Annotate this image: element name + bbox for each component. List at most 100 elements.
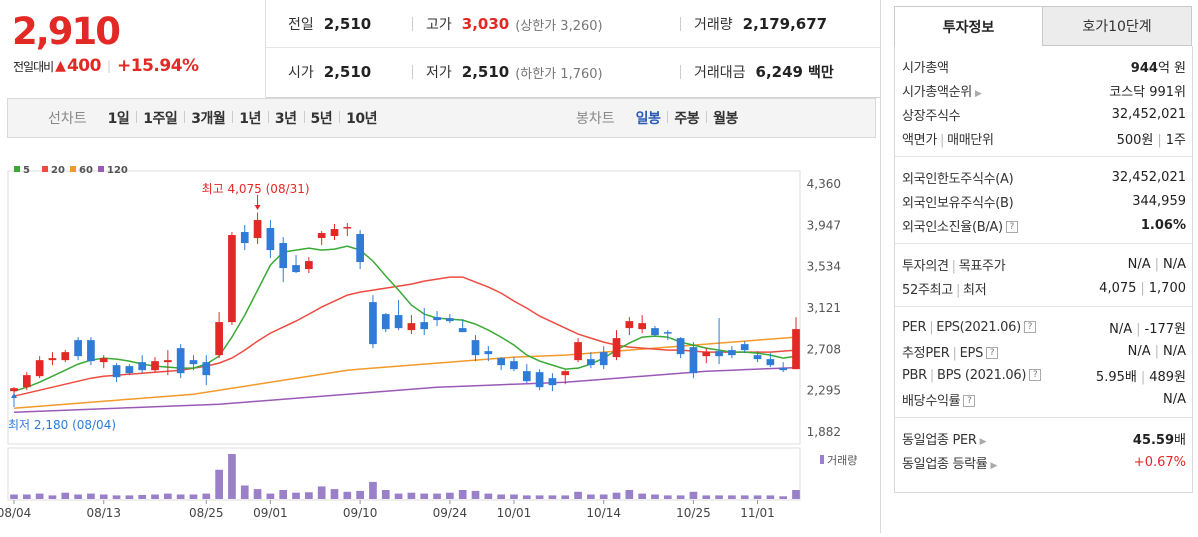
volume-bar	[48, 495, 57, 499]
line-chart-title: 선차트	[48, 111, 87, 127]
volume-bar	[279, 490, 288, 499]
change-percent: +15.94%	[117, 56, 199, 76]
candle-body	[381, 314, 390, 330]
volume-bar	[522, 495, 531, 499]
x-tick-label: 09/24	[433, 506, 468, 520]
range-option-6[interactable]: 10년	[339, 108, 384, 128]
info-value: N/A | -177원	[1109, 321, 1186, 337]
volume-bar	[458, 490, 467, 499]
volume-bar	[330, 489, 339, 499]
candle-body	[625, 321, 634, 329]
info-value: 5.95배 | 489원	[1095, 369, 1186, 385]
info-key: 시가총액	[902, 60, 949, 76]
volume-bar	[292, 492, 300, 499]
chevron-right-icon[interactable]: ▶	[990, 460, 998, 471]
chevron-right-icon[interactable]: ▶	[979, 436, 987, 447]
candle-body	[279, 243, 288, 269]
legend-label: 60	[79, 165, 93, 176]
volume-bar	[74, 494, 82, 499]
candle-body	[266, 228, 275, 251]
candle-body	[471, 340, 480, 356]
candle-body	[356, 234, 364, 263]
volume-bar	[766, 495, 775, 499]
candle-body	[305, 261, 313, 270]
x-tick-label: 08/25	[189, 506, 224, 520]
help-icon[interactable]: ?	[986, 347, 999, 359]
line-chart-options: 선차트 1일 1주일 3개월 1년 3년 5년 10년	[48, 99, 384, 137]
info-row: 동일업종 등락률 ▶ +0.67%	[895, 450, 1192, 474]
high-marker-arrow	[254, 205, 261, 210]
volume-bar	[202, 493, 211, 499]
volume-bar	[22, 494, 31, 499]
info-value: 344,959	[1132, 193, 1186, 209]
info-row: 외국인소진율(B/A)? 1.06%	[895, 213, 1192, 237]
candle-body	[612, 338, 621, 358]
chevron-right-icon[interactable]: ▶	[974, 88, 982, 99]
candle-body	[522, 371, 531, 382]
stat-prev-close: 전일 2,510	[288, 15, 372, 33]
candle-option-2[interactable]: 월봉	[706, 108, 745, 128]
range-option-1[interactable]: 1주일	[136, 108, 184, 128]
candle-body	[458, 328, 467, 333]
help-icon[interactable]: ?	[963, 395, 976, 407]
candle-body	[715, 351, 723, 357]
candle-body	[343, 227, 352, 229]
candle-body	[176, 348, 185, 374]
info-group-2: 외국인한도주식수(A) 32,452,021 외국인보유주식수(B) 344,959 외…	[895, 157, 1192, 244]
high-annotation: 최고 4,075 (08/31)	[202, 182, 310, 196]
range-option-0[interactable]: 1일	[107, 111, 130, 127]
info-row: 배당수익률? N/A	[895, 387, 1192, 411]
info-value: 1.06%	[1140, 217, 1186, 233]
legend-swatch	[42, 166, 48, 172]
range-option-5[interactable]: 5년	[303, 108, 340, 128]
candle-body	[74, 340, 82, 357]
change-value: 400	[66, 56, 102, 76]
candle-body	[676, 338, 685, 355]
volume-bar	[484, 493, 493, 499]
range-option-3[interactable]: 1년	[232, 108, 268, 128]
candle-option-0[interactable]: 일봉	[635, 111, 661, 127]
low-annotation: 최저 2,180 (08/04)	[8, 418, 116, 432]
info-key: 외국인보유주식수(B)	[902, 195, 1014, 211]
help-icon[interactable]: ?	[1029, 369, 1042, 381]
info-value: 32,452,021	[1111, 169, 1186, 185]
info-value: 944억 원	[1130, 60, 1186, 76]
info-key: 시가총액순위 ▶	[902, 84, 982, 100]
y-tick-label: 4,360	[807, 177, 841, 191]
volume-bar	[240, 485, 249, 499]
tab-order-book[interactable]: 호가10단계	[1043, 6, 1192, 46]
range-option-2[interactable]: 3개월	[184, 108, 232, 128]
range-option-4[interactable]: 3년	[267, 108, 304, 128]
candle-body	[138, 362, 147, 371]
info-value: N/A | N/A	[1127, 343, 1186, 359]
candle-body	[728, 350, 736, 356]
volume-bar	[343, 491, 352, 499]
candle-option-1[interactable]: 주봉	[667, 108, 706, 128]
legend-swatch	[14, 166, 20, 172]
candle-body	[99, 358, 108, 363]
volume-bar	[356, 490, 364, 499]
volume-bar	[548, 495, 557, 499]
volume-bar	[138, 494, 147, 499]
candle-chart-title: 봉차트	[576, 111, 615, 127]
info-key: PBR | BPS (2021.06)?	[902, 368, 1042, 383]
volume-legend-swatch	[820, 455, 824, 464]
x-tick-label: 08/04	[0, 506, 31, 520]
stats-panel: 전일 2,510 고가 3,030 (상한가 3,260) 거래량 2,179,677 …	[266, 0, 880, 98]
help-icon[interactable]: ?	[1005, 221, 1018, 233]
y-tick-label: 2,708	[807, 342, 841, 356]
info-value: 500원 | 1주	[1116, 132, 1186, 148]
info-row: 동일업종 PER ▶ 45.59배	[895, 426, 1192, 450]
up-arrow-icon: ▲	[55, 58, 66, 74]
help-icon[interactable]: ?	[1023, 321, 1036, 333]
candle-body	[394, 315, 403, 329]
volume-bar	[394, 493, 403, 499]
volume-bar	[792, 490, 800, 499]
info-value: 45.59배	[1132, 432, 1186, 448]
volume-bar	[651, 494, 659, 499]
candle-body	[510, 361, 518, 370]
current-price: 2,910	[12, 10, 121, 53]
tab-investment-info[interactable]: 투자정보	[894, 6, 1043, 46]
info-row: 액면가 | 매매단위 500원 | 1주	[895, 126, 1192, 150]
info-key: 투자의견 | 목표주가	[902, 258, 1006, 274]
